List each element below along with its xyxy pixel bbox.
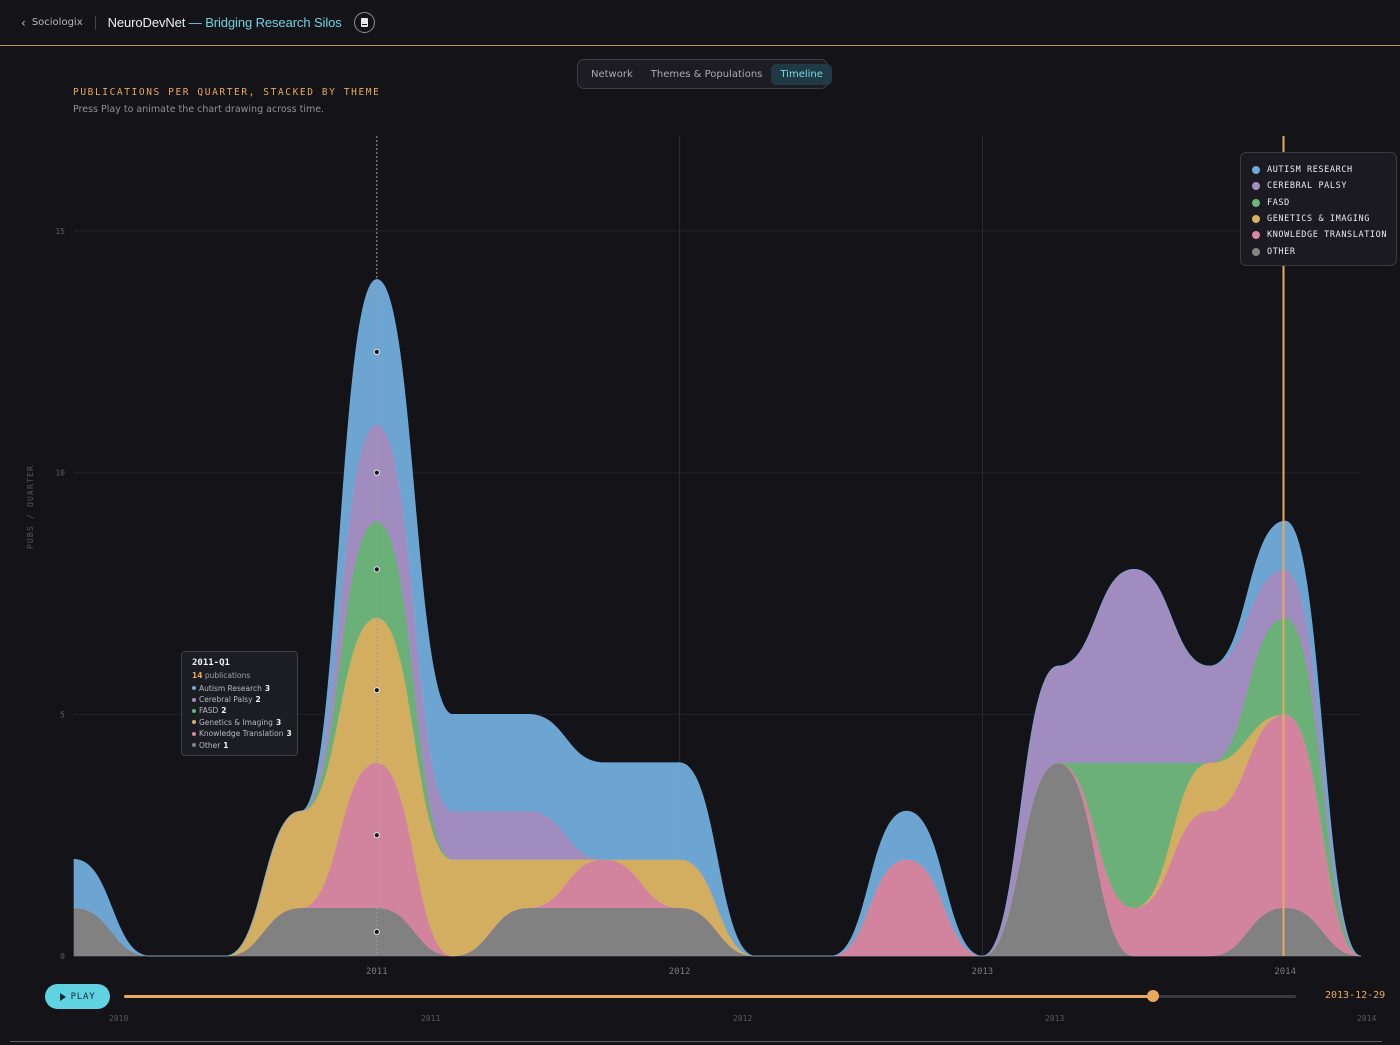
tooltip-swatch bbox=[192, 731, 196, 736]
hover-point-other bbox=[373, 928, 380, 935]
view-tabs: Network Themes & Populations Timeline bbox=[577, 59, 832, 89]
slider-label-2011: 2011 bbox=[421, 1014, 441, 1023]
play-button[interactable]: PLAY bbox=[45, 984, 110, 1009]
tooltip-swatch bbox=[192, 708, 196, 713]
tooltip-swatch bbox=[192, 720, 196, 725]
legend-swatch bbox=[1252, 215, 1260, 224]
hover-point-knowledge bbox=[373, 832, 380, 839]
tooltip-row-value: 3 bbox=[286, 729, 292, 739]
time-slider-fill bbox=[124, 995, 1154, 998]
time-slider-handle[interactable] bbox=[1147, 990, 1160, 1002]
legend-item-cerebral[interactable]: CEREBRAL PALSY bbox=[1252, 178, 1396, 194]
hover-tooltip: 2011-Q1 14 publications Autism Research 3… bbox=[181, 651, 298, 756]
tab-themes-populations[interactable]: Themes & Populations bbox=[650, 68, 763, 80]
tooltip-row-autism: Autism Research 3 bbox=[192, 683, 297, 694]
y-tick-label: 15 bbox=[55, 227, 65, 236]
app-title-main: NeuroDevNet bbox=[107, 15, 186, 30]
app-title: NeuroDevNet — Bridging Research Silos bbox=[108, 15, 342, 30]
tooltip-row-value: 2 bbox=[221, 706, 227, 716]
legend-label: AUTISM RESEARCH bbox=[1267, 165, 1353, 176]
y-tick-label: 5 bbox=[60, 710, 65, 719]
hover-point-autism bbox=[373, 348, 380, 355]
chart-title: PUBLICATIONS PER QUARTER, STACKED BY THE… bbox=[73, 87, 381, 98]
legend-label: OTHER bbox=[1267, 246, 1296, 257]
play-icon bbox=[59, 992, 66, 1001]
book-icon bbox=[360, 18, 368, 27]
x-tick-label: 2014 bbox=[1274, 967, 1296, 977]
hover-point-genetics bbox=[373, 687, 380, 694]
slider-label-2013: 2013 bbox=[1045, 1014, 1065, 1023]
tooltip-row-knowledge: Knowledge Translation 3 bbox=[192, 728, 297, 739]
legend-item-other[interactable]: OTHER bbox=[1252, 243, 1396, 259]
tooltip-swatch bbox=[192, 686, 196, 691]
legend-item-autism[interactable]: AUTISM RESEARCH bbox=[1252, 162, 1396, 178]
tab-timeline[interactable]: Timeline bbox=[771, 63, 832, 85]
slider-label-2014: 2014 bbox=[1357, 1014, 1377, 1023]
tooltip-row-label: Autism Research bbox=[199, 683, 262, 693]
tooltip-title: 2011-Q1 bbox=[192, 658, 230, 668]
tooltip-swatch bbox=[192, 697, 196, 702]
x-tick-label: 2011 bbox=[366, 967, 388, 977]
legend-swatch bbox=[1252, 182, 1260, 191]
header-divider bbox=[94, 15, 96, 30]
legend-label: GENETICS & IMAGING bbox=[1267, 214, 1370, 225]
tooltip-row-other: Other 1 bbox=[192, 739, 297, 750]
legend-item-fasd[interactable]: FASD bbox=[1252, 195, 1396, 211]
x-tick-label: 2012 bbox=[669, 967, 691, 977]
legend-label: CEREBRAL PALSY bbox=[1267, 181, 1348, 192]
tooltip-row-cerebral: Cerebral Palsy 2 bbox=[192, 694, 297, 705]
legend-label: KNOWLEDGE TRANSLATION bbox=[1267, 230, 1388, 241]
back-link[interactable]: ‹ Sociologix bbox=[21, 16, 83, 30]
chevron-left-icon: ‹ bbox=[21, 15, 26, 30]
time-slider[interactable] bbox=[124, 990, 1296, 1002]
legend-swatch bbox=[1252, 166, 1260, 175]
back-label: Sociologix bbox=[31, 17, 83, 28]
tab-network[interactable]: Network bbox=[591, 68, 633, 80]
slider-label-2012: 2012 bbox=[733, 1014, 753, 1023]
legend-label: FASD bbox=[1267, 197, 1290, 208]
tooltip-row-label: Knowledge Translation bbox=[199, 729, 284, 739]
y-tick-label: 0 bbox=[60, 952, 65, 961]
hover-point-fasd bbox=[373, 566, 380, 573]
legend-swatch bbox=[1252, 247, 1260, 256]
play-label: PLAY bbox=[70, 991, 96, 1002]
legend-item-genetics[interactable]: GENETICS & IMAGING bbox=[1252, 211, 1396, 227]
current-date: 2013-12-29 bbox=[1325, 990, 1386, 1001]
legend-item-knowledge[interactable]: KNOWLEDGE TRANSLATION bbox=[1252, 227, 1396, 243]
chart-subtitle: Press Play to animate the chart drawing … bbox=[73, 104, 325, 115]
tooltip-row-label: Cerebral Palsy bbox=[199, 695, 253, 705]
legend-swatch bbox=[1252, 198, 1260, 207]
tooltip-row-fasd: FASD 2 bbox=[192, 705, 297, 716]
tooltip-swatch bbox=[192, 743, 196, 748]
tooltip-row-label: Genetics & Imaging bbox=[199, 717, 273, 727]
tooltip-total-suffix: publications bbox=[204, 671, 251, 680]
top-bar: ‹ Sociologix NeuroDevNet — Bridging Rese… bbox=[0, 0, 1400, 46]
tooltip-row-value: 1 bbox=[223, 740, 229, 750]
tooltip-row-label: FASD bbox=[199, 706, 219, 716]
tooltip-row-label: Other bbox=[199, 740, 221, 750]
tooltip-total: 14 publications bbox=[192, 671, 297, 683]
chart-legend: AUTISM RESEARCH CEREBRAL PALSY FASD GENETIC… bbox=[1240, 152, 1397, 266]
y-tick-label: 10 bbox=[55, 469, 65, 478]
y-axis-label: PUBS / QUARTER bbox=[26, 465, 35, 549]
tooltip-total-value: 14 bbox=[192, 671, 203, 680]
tooltip-row-value: 3 bbox=[275, 717, 282, 727]
legend-swatch bbox=[1252, 231, 1260, 240]
slider-label-2010: 2010 bbox=[109, 1014, 129, 1023]
tooltip-row-value: 3 bbox=[264, 683, 271, 693]
area-autism bbox=[73, 279, 1361, 957]
x-tick-label: 2013 bbox=[972, 967, 994, 977]
tooltip-row-genetics: Genetics & Imaging 3 bbox=[192, 717, 297, 728]
tooltip-row-value: 2 bbox=[255, 695, 261, 705]
hover-point-cerebral bbox=[373, 469, 380, 476]
about-button[interactable] bbox=[353, 12, 375, 33]
bottom-divider bbox=[10, 1041, 1382, 1042]
app-title-sub: — Bridging Research Silos bbox=[188, 15, 342, 30]
